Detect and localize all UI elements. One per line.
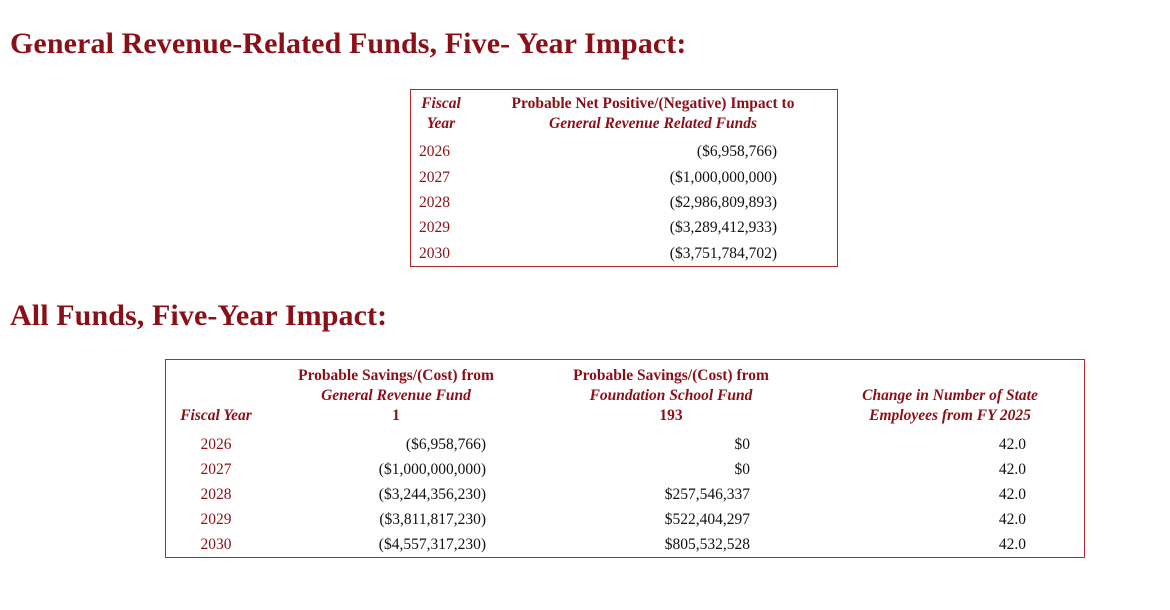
header-impact-line2: General Revenue Related Funds — [549, 115, 757, 132]
general-revenue-cell: ($3,811,817,230) — [379, 511, 486, 528]
table-row: 2028 ($2,986,809,893) — [411, 190, 837, 215]
section-title-general-revenue: General Revenue-Related Funds, Five- Yea… — [10, 27, 687, 60]
header-state-employees: Change in Number of State Employees from… — [816, 360, 1084, 432]
employees-cell: 42.0 — [998, 461, 1026, 478]
header-fsf-line2: Foundation School Fund — [589, 387, 753, 404]
header-fsf-line3: 193 — [659, 407, 683, 424]
header-fiscal-year: Fiscal Year — [411, 90, 469, 139]
table-row: 2030 ($4,557,317,230) $805,532,528 42.0 — [166, 532, 1084, 557]
table-row: 2027 ($1,000,000,000) — [411, 164, 837, 189]
header-fiscal-label: Fiscal Year — [180, 407, 252, 424]
fiscal-year-cell: 2028 — [419, 193, 450, 211]
table-row: 2026 ($6,958,766) — [411, 139, 837, 164]
fiscal-year-cell: 2029 — [419, 219, 450, 237]
foundation-school-cell: $0 — [734, 436, 751, 453]
impact-cell: ($3,751,784,702) — [669, 244, 777, 262]
foundation-school-cell: $257,546,337 — [664, 486, 750, 503]
table-row: 2030 ($3,751,784,702) — [411, 241, 837, 266]
employees-cell: 42.0 — [998, 511, 1026, 528]
employees-cell: 42.0 — [998, 436, 1026, 453]
header-foundation-school-fund: Probable Savings/(Cost) from Foundation … — [526, 360, 816, 432]
header-gr-line1: Probable Savings/(Cost) from — [298, 367, 494, 384]
table-row: 2026 ($6,958,766) $0 42.0 — [166, 432, 1084, 457]
general-revenue-cell: ($3,244,356,230) — [378, 486, 486, 503]
fiscal-year-cell: 2027 — [419, 168, 450, 186]
header-fiscal-line2: Year — [426, 115, 456, 132]
header-net-impact: Probable Net Positive/(Negative) Impact … — [469, 90, 837, 139]
table-header-row: Fiscal Year Probable Net Positive/(Negat… — [411, 90, 837, 139]
foundation-school-cell: $805,532,528 — [664, 536, 750, 553]
employees-cell: 42.0 — [998, 536, 1026, 553]
header-gr-line3: 1 — [392, 407, 400, 424]
impact-cell: ($2,986,809,893) — [669, 193, 777, 211]
fiscal-year-cell: 2027 — [200, 461, 232, 478]
fiscal-year-cell: 2029 — [200, 511, 232, 528]
general-revenue-cell: ($4,557,317,230) — [378, 536, 486, 553]
all-funds-impact-table: Fiscal Year Probable Savings/(Cost) from… — [165, 359, 1085, 558]
header-emp-line1: Change in Number of State — [862, 387, 1038, 404]
header-fiscal-line1: Fiscal — [421, 95, 461, 112]
fiscal-year-cell: 2026 — [200, 436, 232, 453]
table-row: 2029 ($3,811,817,230) $522,404,297 42.0 — [166, 507, 1084, 532]
fiscal-year-cell: 2026 — [419, 143, 450, 161]
header-impact-line1: Probable Net Positive/(Negative) Impact … — [511, 95, 795, 112]
impact-cell: ($3,289,412,933) — [669, 219, 777, 237]
general-revenue-impact-table: Fiscal Year Probable Net Positive/(Negat… — [410, 89, 838, 267]
foundation-school-cell: $0 — [734, 461, 751, 478]
general-revenue-cell: ($1,000,000,000) — [378, 461, 486, 478]
header-emp-line2: Employees from FY 2025 — [869, 407, 1031, 424]
table-row: 2027 ($1,000,000,000) $0 42.0 — [166, 457, 1084, 482]
fiscal-year-cell: 2028 — [200, 486, 232, 503]
foundation-school-cell: $522,404,297 — [664, 511, 750, 528]
impact-cell: ($6,958,766) — [696, 143, 777, 161]
header-gr-line2: General Revenue Fund — [321, 387, 471, 404]
fiscal-year-cell: 2030 — [200, 536, 232, 553]
header-fsf-line1: Probable Savings/(Cost) from — [573, 367, 769, 384]
employees-cell: 42.0 — [998, 486, 1026, 503]
table-row: 2028 ($3,244,356,230) $257,546,337 42.0 — [166, 482, 1084, 507]
section-title-all-funds: All Funds, Five-Year Impact: — [10, 299, 388, 332]
fiscal-year-cell: 2030 — [419, 244, 450, 262]
table-header-row: Fiscal Year Probable Savings/(Cost) from… — [166, 360, 1084, 432]
general-revenue-cell: ($6,958,766) — [405, 436, 486, 453]
impact-cell: ($1,000,000,000) — [669, 168, 777, 186]
table-row: 2029 ($3,289,412,933) — [411, 215, 837, 240]
header-fiscal-year: Fiscal Year — [166, 360, 266, 432]
header-general-revenue-fund: Probable Savings/(Cost) from General Rev… — [266, 360, 526, 432]
